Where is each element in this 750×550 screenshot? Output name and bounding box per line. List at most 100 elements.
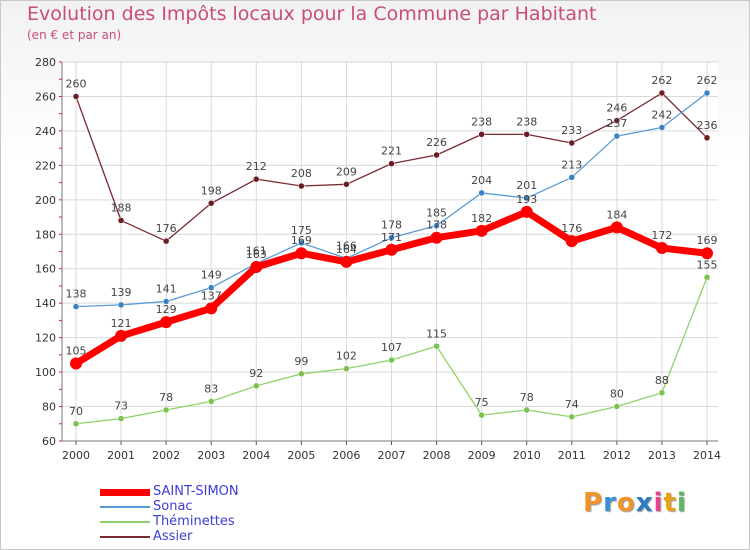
data-label: 236 <box>697 119 718 132</box>
data-label: 164 <box>336 243 357 256</box>
data-label: 178 <box>426 219 447 232</box>
data-point-theminettes <box>253 382 260 390</box>
data-label: 121 <box>111 317 132 330</box>
logo-letter: r <box>603 488 617 518</box>
data-point-assier <box>162 237 170 245</box>
data-point-saint-simon <box>340 255 353 268</box>
data-label: 141 <box>156 282 177 295</box>
logo-letter: x <box>635 488 654 518</box>
data-label: 212 <box>246 160 267 173</box>
data-point-saint-simon <box>565 235 578 248</box>
y-tick-label: 60 <box>42 435 56 448</box>
data-label: 176 <box>561 222 582 235</box>
data-label: 204 <box>471 174 492 187</box>
data-label: 149 <box>201 269 222 282</box>
data-label: 169 <box>291 234 312 247</box>
data-label: 185 <box>426 207 447 220</box>
y-tick-label: 100 <box>35 366 56 379</box>
data-label: 184 <box>606 208 627 221</box>
data-label: 213 <box>561 158 582 171</box>
logo-letter: t <box>663 488 677 518</box>
data-point-theminettes <box>343 365 350 372</box>
data-point-saint-simon <box>430 231 443 244</box>
data-point-sonac <box>72 303 80 310</box>
data-point-theminettes <box>388 356 395 364</box>
data-point-assier <box>523 131 530 138</box>
data-point-theminettes <box>703 274 711 281</box>
logo-letter: P <box>583 488 604 518</box>
data-label: 166 <box>336 239 357 252</box>
data-label: 80 <box>610 388 624 401</box>
data-point-theminettes <box>658 389 666 397</box>
data-label: 198 <box>201 184 222 197</box>
data-label: 238 <box>516 115 537 128</box>
data-label: 161 <box>246 245 267 258</box>
x-tick-label: 2011 <box>558 449 586 462</box>
data-label: 78 <box>159 391 173 404</box>
data-point-theminettes <box>568 413 576 421</box>
data-point-sonac <box>298 239 305 247</box>
data-label: 70 <box>69 405 83 418</box>
proxiti-logo: Proxiti <box>583 488 687 518</box>
data-label: 262 <box>651 74 672 87</box>
data-label: 178 <box>381 219 402 232</box>
y-tick-label: 120 <box>35 332 56 345</box>
legend-label: Sonac <box>153 499 193 514</box>
data-label: 175 <box>291 224 312 237</box>
y-tick-label: 200 <box>35 194 56 207</box>
data-label: 105 <box>66 344 87 357</box>
data-label: 171 <box>381 231 402 244</box>
data-label: 172 <box>651 229 672 242</box>
logo-letter: o <box>616 488 636 518</box>
data-point-assier <box>388 160 395 167</box>
data-point-assier <box>117 217 125 224</box>
data-point-theminettes <box>72 420 80 428</box>
x-tick-label: 2000 <box>62 449 90 462</box>
data-label: 138 <box>66 288 87 301</box>
y-tick-label: 220 <box>35 159 56 172</box>
data-label: 193 <box>516 193 537 206</box>
data-label: 242 <box>651 108 672 121</box>
y-tick-label: 240 <box>35 125 56 138</box>
data-point-saint-simon <box>115 329 128 342</box>
data-label: 78 <box>520 391 534 404</box>
data-point-sonac <box>388 234 395 241</box>
data-point-assier <box>433 151 440 159</box>
data-point-theminettes <box>207 398 215 405</box>
data-point-assier <box>478 131 485 138</box>
x-tick-label: 2006 <box>332 449 360 462</box>
x-tick-label: 2013 <box>648 449 676 462</box>
y-tick-label: 80 <box>42 401 56 414</box>
data-point-theminettes <box>117 415 125 422</box>
data-point-saint-simon <box>655 242 668 255</box>
data-point-saint-simon <box>205 302 218 315</box>
data-label: 262 <box>697 74 718 87</box>
data-label: 176 <box>156 222 177 235</box>
y-tick-label: 180 <box>35 228 56 241</box>
x-tick-label: 2012 <box>603 449 631 462</box>
data-label: 260 <box>66 77 87 90</box>
data-point-theminettes <box>478 411 485 419</box>
data-point-theminettes <box>298 370 305 378</box>
data-point-assier <box>253 175 260 183</box>
data-point-saint-simon <box>610 221 623 234</box>
data-point-assier <box>613 117 621 124</box>
legend-swatch-sonac <box>100 506 150 508</box>
data-point-assier <box>568 139 576 147</box>
legend-label: Assier <box>153 529 193 544</box>
logo-letter: i <box>653 488 664 518</box>
data-label: 201 <box>516 179 537 192</box>
legend-label: SAINT-SIMON <box>153 484 239 499</box>
data-label: 139 <box>111 286 132 299</box>
data-point-sonac <box>207 284 215 291</box>
data-point-assier <box>658 89 666 97</box>
data-label: 75 <box>475 396 489 409</box>
x-tick-label: 2004 <box>242 449 270 462</box>
x-tick-label: 2010 <box>513 449 541 462</box>
data-point-theminettes <box>613 403 621 410</box>
series-lines <box>70 89 713 428</box>
data-point-saint-simon <box>520 205 533 218</box>
data-point-saint-simon <box>475 224 488 237</box>
data-label: 83 <box>204 382 218 395</box>
x-tick-label: 2007 <box>378 449 406 462</box>
